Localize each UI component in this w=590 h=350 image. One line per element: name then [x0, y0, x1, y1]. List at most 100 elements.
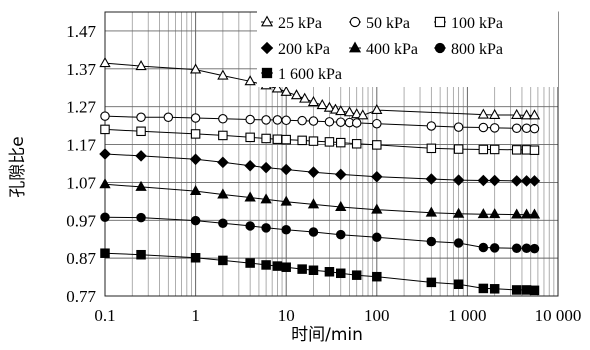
data-point — [217, 156, 229, 169]
x-tick-label: 0.1 — [94, 306, 115, 325]
y-tick-label: 0.77 — [66, 287, 96, 306]
data-point — [425, 173, 438, 185]
data-point — [529, 145, 540, 155]
data-point — [245, 132, 255, 143]
legend-label: 800 kPa — [451, 41, 503, 58]
data-point — [511, 208, 523, 219]
data-point — [190, 129, 201, 139]
data-point — [316, 99, 328, 110]
data-point — [425, 206, 437, 217]
data-point — [281, 134, 291, 145]
data-point — [136, 249, 146, 260]
data-point — [100, 248, 110, 258]
data-point — [217, 188, 229, 199]
data-point — [349, 16, 361, 28]
data-point — [335, 229, 346, 240]
y-tick-label: 0.87 — [66, 249, 96, 268]
data-point — [335, 105, 347, 116]
data-point — [453, 122, 464, 132]
data-point — [521, 145, 532, 155]
data-point — [351, 139, 362, 149]
data-point — [261, 260, 271, 270]
data-point — [520, 175, 533, 187]
data-point — [136, 112, 146, 123]
data-point — [308, 265, 319, 276]
y-tick-label: 1.07 — [66, 173, 96, 192]
x-tick-label: 10 — [278, 306, 295, 325]
data-point — [323, 101, 336, 112]
data-point — [477, 174, 490, 187]
data-point — [426, 143, 437, 154]
data-point — [190, 215, 201, 226]
y-axis-title: 孔隙比e — [8, 136, 28, 197]
data-point — [478, 144, 489, 155]
data-point — [434, 42, 446, 54]
data-point — [511, 285, 522, 295]
data-point — [189, 184, 202, 196]
data-point — [511, 108, 523, 119]
series-line — [104, 216, 535, 250]
data-point — [351, 118, 362, 128]
x-tick-label: 1 — [191, 306, 200, 325]
data-point — [308, 136, 319, 146]
data-point — [307, 198, 320, 209]
legend-label: 1 600 kPa — [278, 66, 342, 83]
data-point — [260, 41, 274, 55]
data-point — [357, 109, 369, 120]
y-tick-label: 1.37 — [66, 60, 96, 79]
data-point — [371, 203, 383, 214]
data-point — [521, 123, 532, 134]
data-point — [426, 277, 437, 288]
data-point — [280, 195, 292, 206]
data-point — [261, 67, 273, 79]
series-group — [100, 248, 540, 296]
data-point — [272, 134, 283, 144]
data-point — [489, 144, 500, 155]
data-point — [99, 56, 111, 68]
legend-item: 25 kPa — [260, 15, 322, 32]
data-point — [100, 124, 110, 135]
data-point — [510, 175, 523, 187]
data-point — [135, 180, 147, 191]
series-group — [100, 111, 540, 134]
data-point — [261, 223, 271, 233]
data-point — [521, 285, 532, 295]
data-point — [529, 285, 540, 296]
series-line — [104, 128, 535, 151]
data-point — [452, 174, 465, 186]
legend: 25 kPa 50 kPa 100 kPa 200 kPa 400 kPa 800 kPa… — [257, 8, 558, 87]
data-point — [281, 224, 291, 235]
series-group — [99, 148, 541, 187]
data-point — [99, 178, 111, 189]
data-point — [511, 145, 522, 155]
data-point — [297, 135, 307, 146]
data-point — [511, 243, 522, 254]
data-point — [260, 15, 274, 27]
data-point — [334, 168, 347, 181]
data-point — [324, 267, 335, 277]
data-point — [299, 92, 311, 103]
series-line — [104, 153, 535, 182]
data-point — [244, 191, 256, 202]
data-point — [272, 115, 283, 125]
data-point — [261, 133, 271, 144]
data-point — [372, 232, 382, 243]
legend-label: 100 kPa — [451, 15, 503, 32]
data-point — [280, 163, 292, 176]
ticks-layer: 0.77 0.87 0.97 1.07 1.17 1.27 1.37 1.47 0.1 1 10 10… — [66, 22, 581, 325]
data-point — [453, 144, 464, 154]
data-point — [272, 261, 283, 271]
data-point — [297, 264, 307, 274]
data-point — [245, 114, 255, 125]
data-point — [308, 116, 319, 126]
data-point — [477, 208, 489, 219]
x-tick-label: 100 — [364, 306, 390, 325]
data-point — [453, 279, 464, 290]
data-point — [281, 115, 291, 126]
legend-label: 400 kPa — [366, 41, 418, 58]
data-point — [280, 85, 292, 96]
data-point — [136, 212, 146, 223]
data-point — [528, 109, 541, 120]
data-point — [260, 161, 272, 174]
